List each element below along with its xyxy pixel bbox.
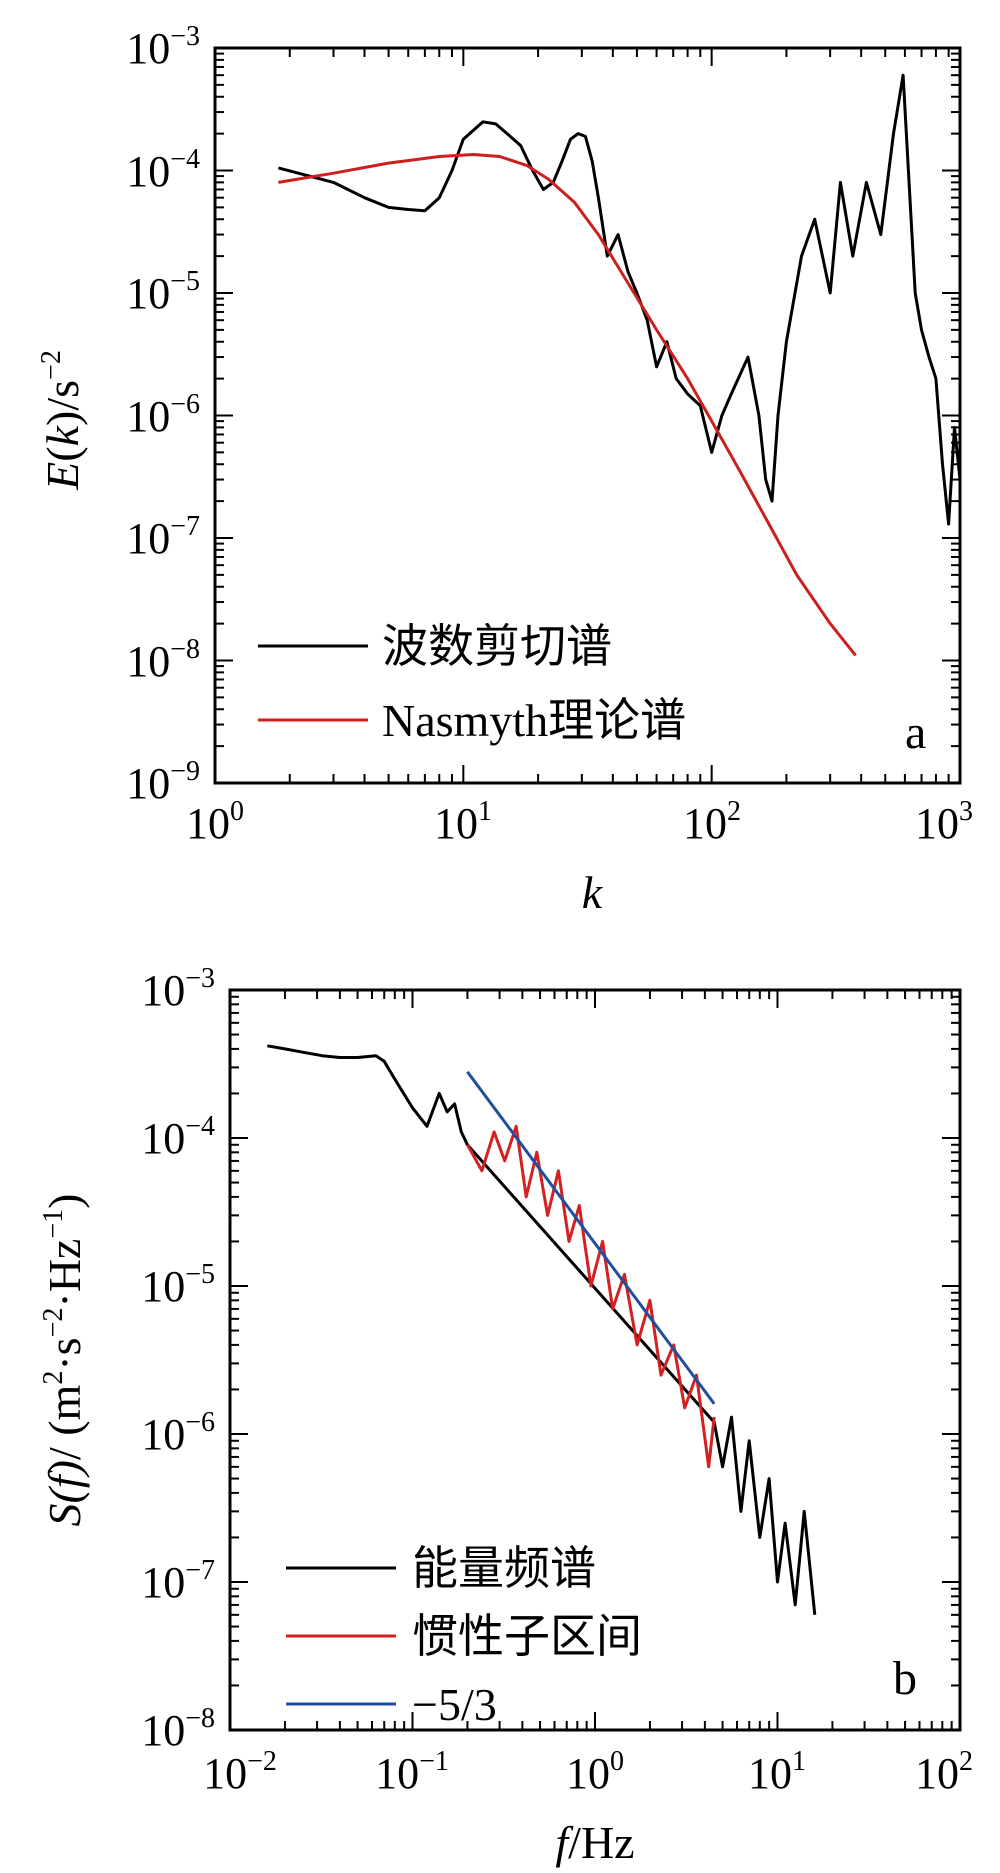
y-tick-label: 10−3 bbox=[126, 21, 200, 73]
x-tick-label: 101 bbox=[748, 1746, 806, 1798]
x-tick-label: 10−2 bbox=[203, 1746, 277, 1798]
chart-a-frame bbox=[213, 46, 962, 785]
legend-label: 能量频谱 bbox=[412, 1543, 596, 1594]
chart-b-y-tick-labels: 10−3 10−4 10−5 10−6 10−7 10−8 bbox=[141, 963, 215, 1755]
x-tick-label: 100 bbox=[566, 1746, 624, 1798]
y-tick-label: 10−4 bbox=[141, 1111, 215, 1163]
x-tick-label: 10−1 bbox=[375, 1746, 449, 1798]
y-tick-label: 10−3 bbox=[141, 963, 215, 1015]
x-tick-label: 102 bbox=[915, 1746, 973, 1798]
y-tick-label: 10−8 bbox=[126, 634, 200, 686]
chart-b: 10−3 10−4 10−5 10−6 10−7 10−8 10−2 10−1 … bbox=[38, 963, 973, 1868]
legend-label: −5/3 bbox=[412, 1679, 497, 1730]
x-tick-label: 103 bbox=[915, 796, 973, 848]
chart-b-frame bbox=[228, 988, 962, 1732]
legend-label: Nasmyth理论谱 bbox=[382, 695, 686, 746]
chart-a-x-axis-label: k bbox=[582, 867, 604, 918]
chart-a-series-line-1 bbox=[278, 153, 857, 657]
chart-b-x-tick-labels: 10−2 10−1 100 101 102 bbox=[203, 1746, 973, 1798]
y-tick-label: 10−9 bbox=[126, 756, 200, 808]
y-tick-label: 10−7 bbox=[126, 511, 200, 563]
chart-a-legend: 波数剪切谱 Nasmyth理论谱 bbox=[258, 621, 686, 746]
chart-a-x-tick-labels: 100 101 102 103 bbox=[186, 796, 973, 848]
chart-a-ticks bbox=[214, 47, 961, 784]
chart-b-series bbox=[267, 1044, 817, 1615]
legend-label: 波数剪切谱 bbox=[382, 621, 612, 672]
y-tick-label: 10−4 bbox=[126, 144, 200, 196]
chart-a: 10−3 10−4 10−5 10−6 10−7 10−8 10−9 100 1… bbox=[36, 21, 973, 918]
chart-b-series-line-2 bbox=[466, 1070, 716, 1405]
chart-b-y-axis-label: S(f)/ (m2·s−2·Hz−1) bbox=[38, 1194, 90, 1527]
y-tick-label: 10−8 bbox=[141, 1703, 215, 1755]
x-tick-label: 102 bbox=[683, 796, 741, 848]
y-tick-label: 10−5 bbox=[126, 266, 200, 318]
chart-a-series-line-0 bbox=[278, 73, 962, 526]
y-tick-label: 10−6 bbox=[141, 1407, 215, 1459]
chart-b-series-line-0 bbox=[267, 1044, 817, 1615]
chart-b-x-axis-label: f/Hz bbox=[555, 1817, 634, 1868]
chart-a-y-tick-labels: 10−3 10−4 10−5 10−6 10−7 10−8 10−9 bbox=[126, 21, 200, 808]
chart-b-series-line-1 bbox=[466, 1124, 716, 1469]
y-tick-label: 10−5 bbox=[141, 1259, 215, 1311]
chart-b-legend: 能量频谱 惯性子区间 −5/3 bbox=[286, 1543, 642, 1730]
chart-a-y-axis-label: E(k)/s−2 bbox=[36, 350, 88, 491]
legend-label: 惯性子区间 bbox=[412, 1611, 642, 1662]
y-tick-label: 10−7 bbox=[141, 1555, 215, 1607]
x-tick-label: 101 bbox=[434, 796, 492, 848]
x-tick-label: 100 bbox=[186, 796, 244, 848]
chart-a-panel-letter: a bbox=[905, 706, 926, 759]
chart-a-series bbox=[278, 73, 962, 657]
y-tick-label: 10−6 bbox=[126, 389, 200, 441]
chart-b-panel-letter: b bbox=[893, 1652, 917, 1705]
